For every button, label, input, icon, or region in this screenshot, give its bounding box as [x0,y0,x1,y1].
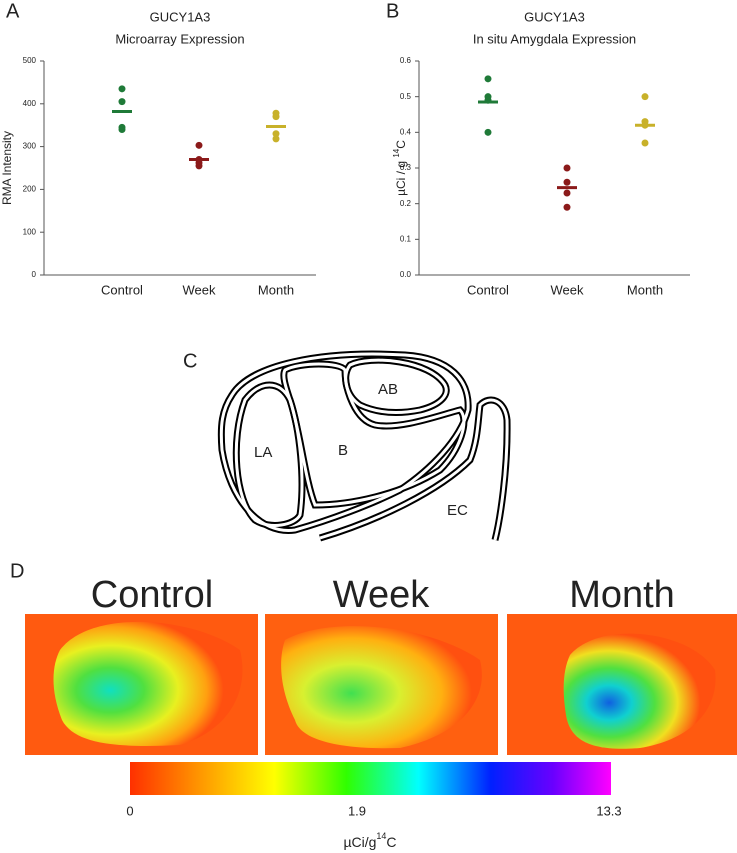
y-tick-label: 0.3 [400,163,412,172]
autoradiographs [25,614,737,755]
label-text: µCi / g [394,158,408,196]
region-label: AB [378,381,398,398]
image-titles: Control Week Month [91,574,675,616]
chart-title: GUCY1A3 [524,9,585,24]
point [272,130,280,138]
y-tick-label: 100 [23,227,37,236]
point [563,178,571,186]
unit-sup: 14 [376,831,386,841]
image-title: Control [91,574,214,616]
colorbar [130,762,611,795]
y-tick-label: 300 [23,142,37,151]
point [118,125,126,133]
image-blob [563,633,716,749]
colorbar-unit: µCi/g14C [343,831,396,849]
x-tick-label: Month [627,282,663,297]
colorbar-label: 0 [126,803,133,818]
x-tick-label: Control [467,282,509,297]
amygdala-diagram [217,350,511,542]
y-tick-label: 0.4 [400,127,412,136]
y-tick-label: 200 [23,185,37,194]
point [641,93,649,101]
label-after: C [394,140,408,149]
y-tick-label: 0.6 [400,56,412,65]
y-tick-label: 0.1 [400,234,412,243]
y-tick-label: 0.2 [400,199,412,208]
unit-after: C [386,834,396,850]
region-label: B [338,442,348,459]
chart-title: GUCY1A3 [150,9,211,24]
point [118,98,126,106]
point [195,162,203,170]
x-tick-label: Week [551,282,584,297]
x-tick-label: Month [258,282,294,297]
point [272,113,280,121]
point [195,141,203,149]
colorbar-label: 1.9 [348,803,366,818]
charts: A GUCY1A3 Microarray Expression RMA Intensi… [0,0,690,297]
point [641,139,649,147]
point [484,75,492,83]
image-blob [281,626,482,749]
colorbar-labels: 0 1.9 13.3 µCi/g14C [126,803,621,849]
point [563,164,571,172]
y-tick-label: 0.0 [400,270,412,279]
image-title: Month [569,574,675,616]
point [563,189,571,197]
y-tick-label: 0.5 [400,92,412,101]
unit-text: µCi/g [343,834,376,850]
panel-letter: A [6,0,20,22]
image-title: Week [333,574,430,616]
panel-letter: C [183,350,197,372]
image-blob [53,621,243,746]
point [563,203,571,211]
y-tick-label: 500 [23,56,37,65]
y-tick-label: 400 [23,99,37,108]
region-label: LA [254,444,272,461]
panel-letter: B [386,0,399,22]
point [484,128,492,136]
region-label: EC [447,502,468,519]
chart-subtitle: In situ Amygdala Expression [473,31,636,46]
point [272,135,280,143]
colorbar-label: 13.3 [596,803,621,818]
panel-letter: D [10,560,24,582]
chart-subtitle: Microarray Expression [115,31,244,46]
x-tick-label: Control [101,282,143,297]
y-axis-label: RMA Intensity [0,131,14,205]
x-tick-label: Week [183,282,216,297]
label-sup: 14 [392,148,401,157]
y-tick-label: 0 [32,270,37,279]
point [118,85,126,93]
y-axis-label: µCi / g 14C [392,140,408,196]
diagram-labels: LA B AB EC [254,381,468,519]
